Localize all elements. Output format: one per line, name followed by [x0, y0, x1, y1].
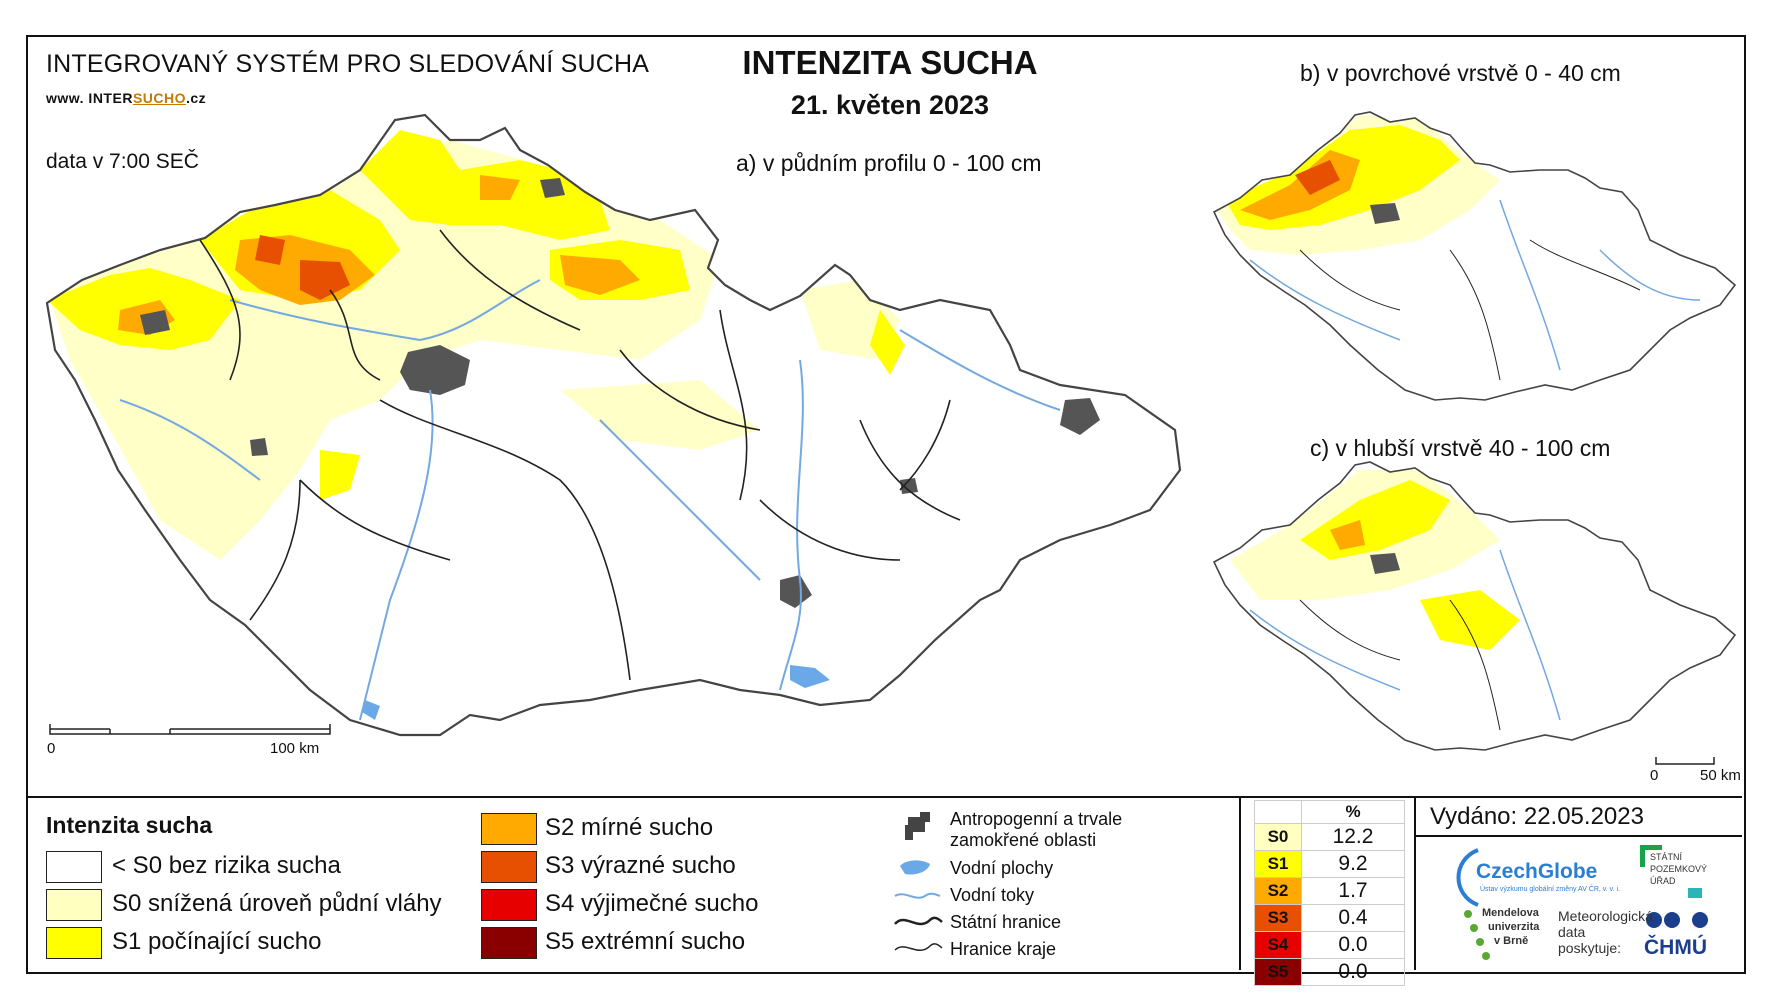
- czechglobe-arc-icon: [1456, 848, 1479, 907]
- percent-value-s4: 0.0: [1301, 931, 1405, 959]
- spu-logo-icon: [1640, 845, 1662, 850]
- meteo-line1: Meteorologická: [1558, 908, 1653, 924]
- issued-date: Vydáno: 22.05.2023: [1430, 803, 1644, 830]
- state-border-a: [45, 113, 1182, 737]
- scale-main-zero: 0: [47, 740, 56, 757]
- map-b-label: b) v povrchové vrstvě 0 - 40 cm: [1300, 60, 1621, 86]
- percent-value-s1: 9.2: [1301, 850, 1405, 878]
- legend-swatch-s4: [481, 889, 537, 921]
- legend-river-label: Vodní toky: [950, 885, 1035, 905]
- legend-swatch-s1: [46, 927, 102, 959]
- state-border-b: [1212, 111, 1737, 401]
- percent-class-s4: S4: [1254, 931, 1302, 959]
- percent-class-s3: S3: [1254, 904, 1302, 932]
- legend-state-border-label: Státní hranice: [950, 912, 1062, 932]
- legend-title: Intenzita sucha: [46, 812, 213, 838]
- legend-label-below-s0: < S0 bez rizika sucha: [112, 852, 341, 879]
- meteo-line2: data: [1558, 924, 1586, 940]
- legend-label-s2: S2 mírné sucho: [545, 814, 714, 841]
- legend-urban-label: Antropogenní a trvale: [950, 809, 1123, 829]
- legend-urban-label-2: zamokřené oblasti: [950, 830, 1097, 850]
- region-border-icon: [894, 943, 943, 952]
- legend-swatch-s3: [481, 851, 537, 883]
- drought-percent-table: % S0 12.2 S1 9.2 S2 1.7 S3 0.4 S4 0.0 S5…: [1254, 800, 1405, 986]
- legend-label-s4: S4 výjimečné sucho: [545, 890, 759, 917]
- water-body-icon: [900, 860, 930, 875]
- main-title: INTENZITA SUCHA: [742, 44, 1038, 81]
- percent-value-s3: 0.4: [1301, 904, 1405, 932]
- legend-swatch-s5: [481, 927, 537, 959]
- legend-label-s0: S0 snížená úroveň půdní vláhy: [112, 890, 442, 917]
- scale-main-max: 100 km: [270, 740, 320, 757]
- map-b: [1214, 112, 1735, 400]
- system-title: INTEGROVANÝ SYSTÉM PRO SLEDOVÁNÍ SUCHA: [46, 50, 650, 78]
- czechglobe-subtitle: Ústav výzkumu globální změny AV ČR, v. v…: [1480, 886, 1621, 893]
- percent-class-s1: S1: [1254, 850, 1302, 878]
- scale-bar-main: [49, 724, 331, 735]
- urban-area-icon: [905, 812, 930, 840]
- map-c: [1214, 462, 1735, 750]
- state-border-c: [1212, 461, 1737, 751]
- legend-label-s1: S1 počínající sucho: [112, 928, 322, 955]
- percent-class-s2: S2: [1254, 877, 1302, 905]
- meteo-line3: poskytuje:: [1558, 940, 1622, 956]
- mendel-dots-icon: [1464, 910, 1490, 960]
- percent-class-s5: S5: [1254, 958, 1302, 986]
- website-url[interactable]: www. INTERSUCHO.cz: [46, 90, 207, 106]
- mendel-line1: Mendelova: [1482, 907, 1539, 919]
- percent-class-s0: S0: [1254, 823, 1302, 851]
- map-a-label: a) v půdním profilu 0 - 100 cm: [736, 150, 1042, 176]
- spu-line3: ÚŘAD: [1650, 876, 1676, 886]
- percent-value-s5: 0.0: [1301, 958, 1405, 986]
- legend-region-border-label: Hranice kraje: [950, 939, 1057, 959]
- data-time-label: data v 7:00 SEČ: [46, 150, 199, 173]
- mendel-line3: v Brně: [1494, 935, 1529, 947]
- spu-line1: STÁTNÍ: [1650, 852, 1683, 862]
- state-border-icon: [894, 916, 943, 926]
- map-a: [47, 115, 1180, 735]
- river-icon: [894, 892, 941, 899]
- legend-swatch-s0: [46, 889, 102, 921]
- legend-label-s3: S3 výrazné sucho: [545, 852, 736, 879]
- chmu-logo-icon: [1646, 912, 1708, 928]
- percent-value-s0: 12.2: [1301, 823, 1405, 851]
- percent-value-s2: 1.7: [1301, 877, 1405, 905]
- czechglobe-logo: CzechGlobe: [1476, 860, 1598, 883]
- map-c-label: c) v hlubší vrstvě 40 - 100 cm: [1310, 435, 1611, 461]
- legend-swatch-below-s0: [46, 851, 102, 883]
- spu-line2: POZEMKOVÝ: [1650, 864, 1708, 874]
- scale-bar-small: [1655, 757, 1715, 765]
- legend-water-label: Vodní plochy: [950, 858, 1054, 878]
- legend-swatch-s2: [481, 813, 537, 845]
- chmu-logo: ČHMÚ: [1644, 936, 1707, 959]
- map-date: 21. květen 2023: [790, 90, 990, 120]
- percent-header: %: [1301, 800, 1405, 824]
- scale-small-zero: 0: [1650, 767, 1659, 784]
- scale-small-max: 50 km: [1700, 767, 1741, 784]
- mendel-line2: univerzita: [1488, 921, 1540, 933]
- legend-label-s5: S5 extrémní sucho: [545, 928, 746, 955]
